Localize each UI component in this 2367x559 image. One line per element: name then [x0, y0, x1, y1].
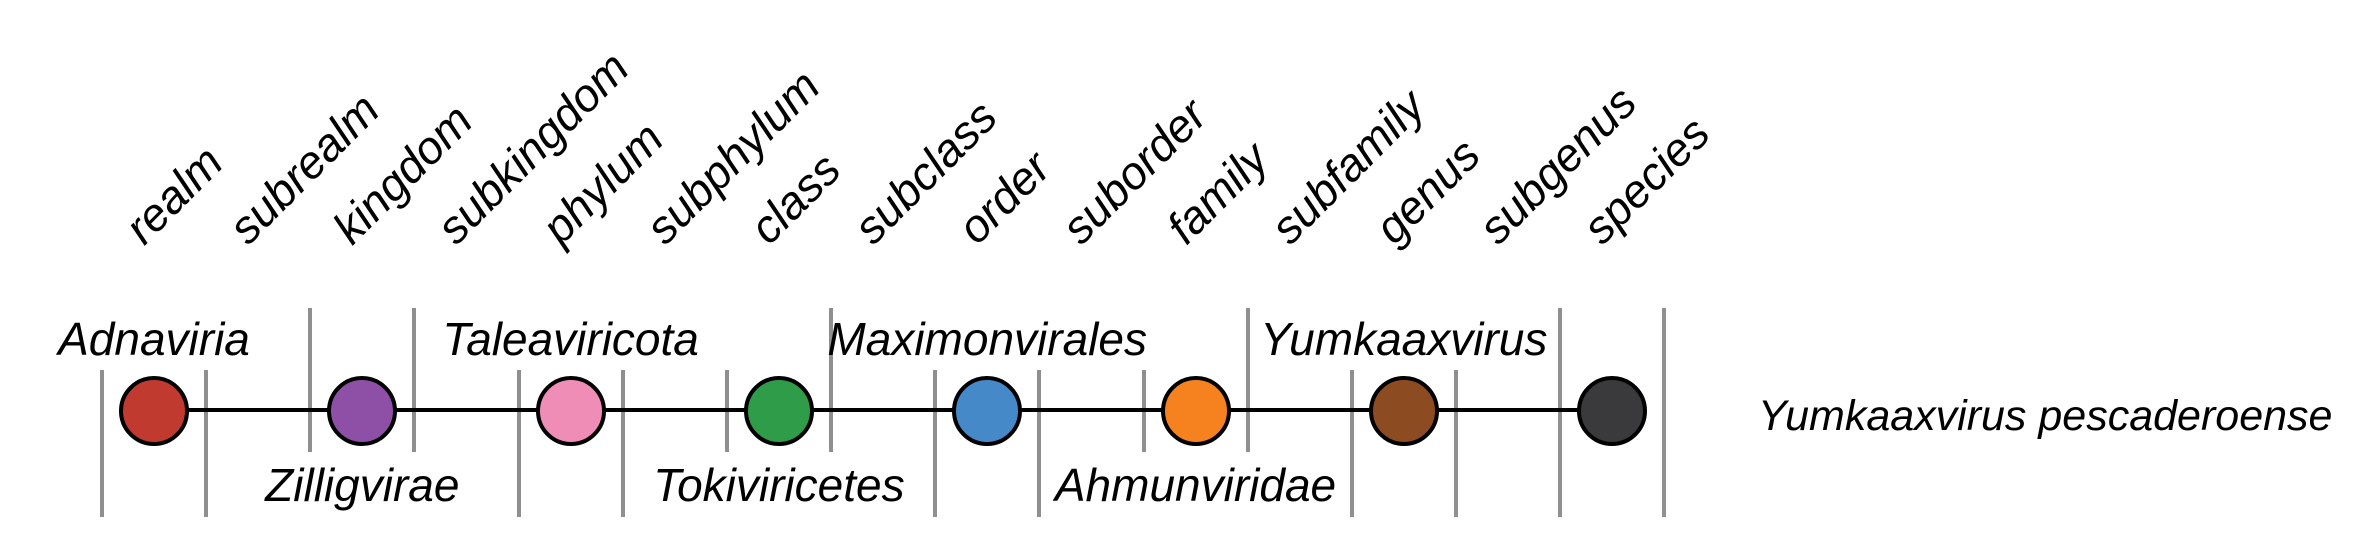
rank-separator: [412, 308, 417, 452]
rank-separator: [1662, 308, 1667, 517]
taxon-label-maximonvirales: Maximonvirales: [827, 313, 1147, 365]
taxon-node-order: [952, 376, 1023, 446]
taxon-label-ahmunviridae: Ahmunviridae: [1054, 459, 1337, 511]
rank-separator: [1037, 370, 1042, 517]
taxon-node-species: [1577, 376, 1648, 446]
rank-separator: [1349, 370, 1354, 517]
taxon-node-phylum: [535, 376, 606, 446]
taxon-label-yumkaaxvirus: Yumkaaxvirus: [1260, 313, 1548, 365]
taxon-node-family: [1160, 376, 1231, 446]
rank-separator: [933, 370, 938, 517]
rank-separator: [100, 370, 104, 517]
rank-separator: [1558, 308, 1563, 517]
taxon-label-tokiviricetes: Tokiviricetes: [653, 459, 905, 511]
rank-separator: [1245, 308, 1250, 452]
rank-separator: [516, 370, 521, 517]
rank-label-realm: realm: [114, 135, 233, 254]
rank-separator: [308, 308, 313, 452]
taxon-node-genus: [1368, 376, 1439, 446]
taxon-label-adnaviria: Adnaviria: [58, 313, 250, 365]
taxon-label-taleaviricota: Taleaviricota: [442, 313, 699, 365]
rank-separator: [620, 370, 625, 517]
rank-separator: [204, 370, 209, 517]
species-name-label: Yumkaaxvirus pescaderoense: [1758, 392, 2333, 440]
taxon-node-realm: [119, 376, 189, 446]
taxon-label-zilligvirae: Zilligvirae: [265, 459, 460, 511]
rank-separator: [1453, 370, 1458, 517]
lineage-line: [140, 408, 1612, 412]
taxon-node-kingdom: [327, 376, 398, 446]
taxon-node-class: [743, 376, 814, 446]
rank-separator: [829, 308, 834, 452]
